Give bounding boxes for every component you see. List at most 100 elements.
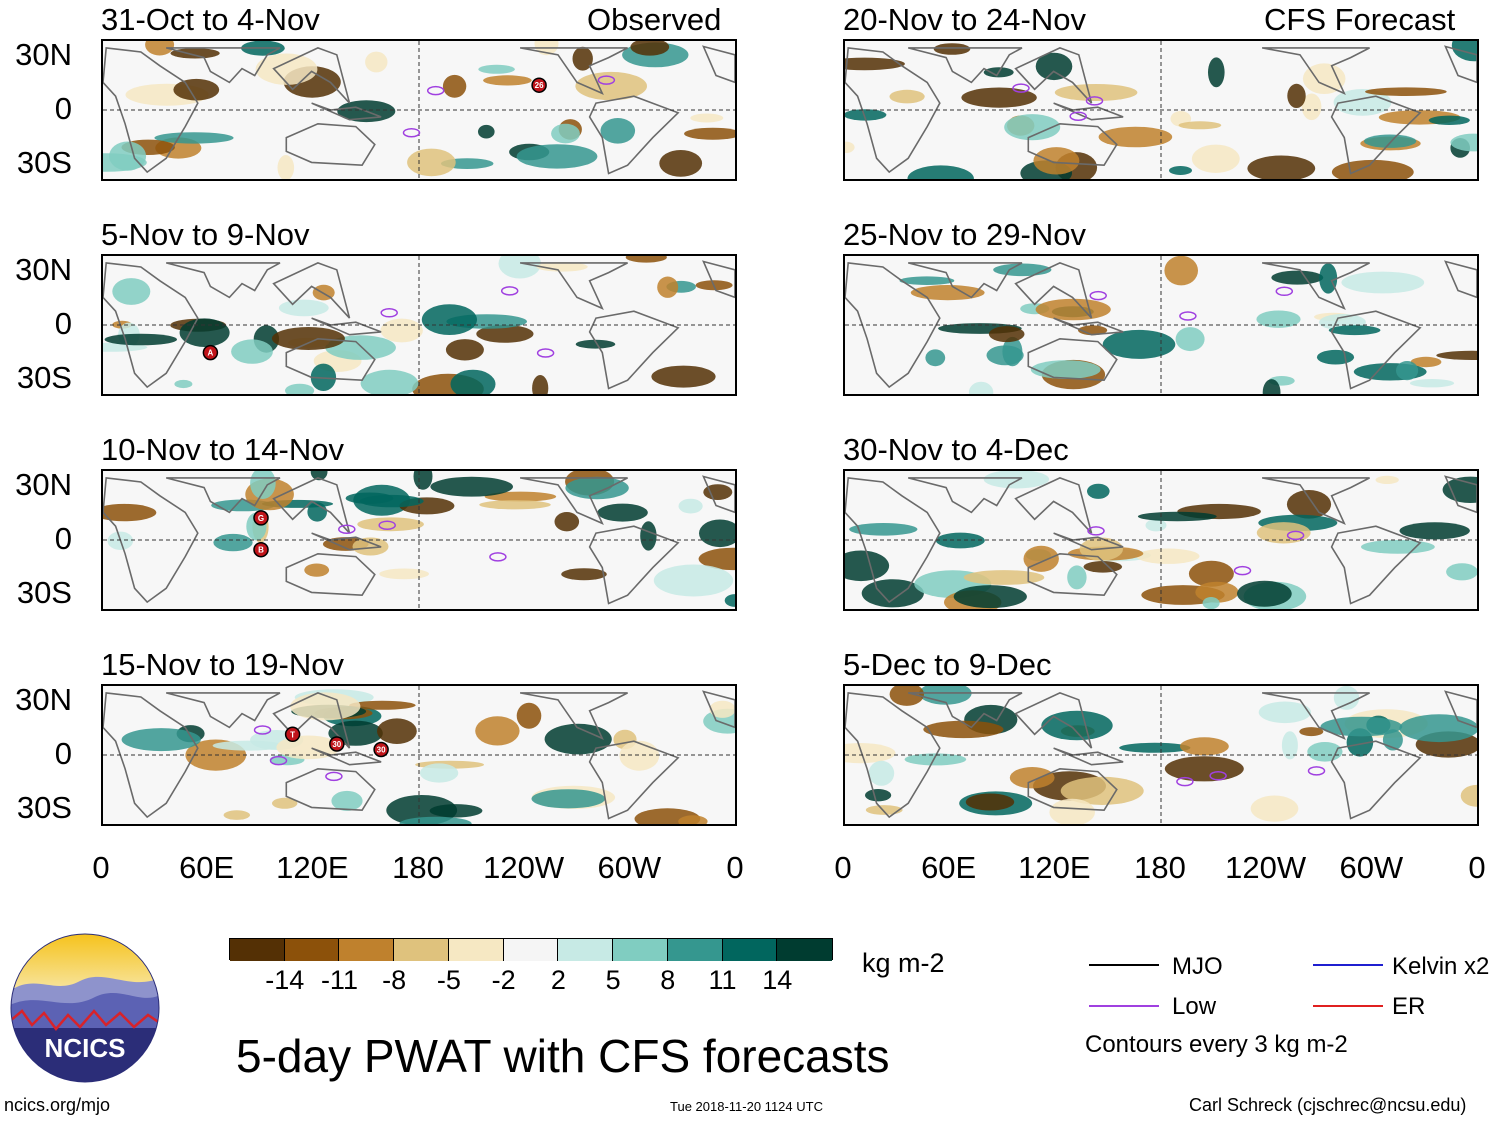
pwat-anomaly-blob: [430, 476, 513, 497]
low-contour: [1176, 776, 1194, 787]
coastline: [588, 310, 680, 390]
pwat-anomaly-blob: [659, 150, 703, 177]
pwat-anomaly-blob: [907, 165, 974, 179]
coastline: [1444, 690, 1477, 729]
coastline: [1053, 102, 1124, 121]
pwat-anomaly-blob: [1364, 134, 1417, 148]
coastline: [103, 262, 199, 389]
storm-marker: 30: [329, 736, 345, 752]
storm-marker-label: T: [290, 730, 295, 739]
pwat-anomaly-blob: [630, 41, 670, 56]
x-axis-label: 60E: [179, 850, 235, 885]
pwat-anomaly-blob: [1262, 379, 1281, 394]
pwat-anomaly-blob: [1060, 776, 1144, 805]
panel-title-5: 25-Nov to 29-Nov: [843, 217, 1086, 252]
observed-label: Observed: [587, 2, 722, 37]
pwat-anomaly-blob: [1067, 565, 1087, 590]
pwat-anomaly-blob: [1256, 522, 1311, 544]
x-axis-label: 120W: [483, 850, 565, 885]
pwat-anomaly-blob: [310, 471, 328, 481]
pwat-anomaly-blob: [360, 369, 419, 394]
low-contour: [338, 524, 356, 534]
coastline: [311, 102, 382, 121]
pwat-anomaly-blob: [154, 132, 234, 144]
storm-marker: G: [253, 510, 269, 526]
colorbar-tick: -11: [320, 965, 358, 995]
x-axis-label: 0: [834, 850, 852, 885]
pwat-anomaly-blob: [1396, 361, 1419, 381]
coastline: [1014, 262, 1093, 319]
low-contour: [1085, 96, 1104, 106]
pwat-anomaly-blob: [1054, 84, 1138, 101]
coastline: [272, 262, 351, 319]
coastline: [845, 262, 941, 389]
storm-marker-label: B: [258, 546, 264, 555]
x-axis-label: 120W: [1225, 850, 1307, 885]
pwat-anomaly-blob: [516, 144, 598, 169]
x-axis-label: 0: [1468, 850, 1486, 885]
coastline: [166, 692, 281, 729]
pwat-anomaly-blob: [1375, 475, 1399, 484]
storm-marker: A: [202, 344, 219, 361]
map-panel-1: A: [101, 254, 737, 396]
legend-label-mjo: MJO: [1172, 953, 1223, 980]
pwat-anomaly-blob: [1191, 144, 1240, 173]
pwat-anomaly-blob: [600, 118, 636, 144]
pwat-field: [845, 471, 1477, 609]
coastline: [1027, 122, 1118, 167]
pwat-anomaly-blob: [1237, 580, 1292, 607]
colorbar-tick: 11: [708, 965, 737, 995]
low-contour: [1209, 771, 1227, 781]
pwat-anomaly-blob: [1436, 350, 1477, 360]
pwat-anomaly-blob: [1033, 147, 1080, 175]
low-contour: [489, 552, 507, 562]
timestamp: Tue 2018-11-20 1124 UTC: [670, 1099, 823, 1114]
storm-marker: 30: [373, 741, 389, 758]
pwat-anomaly-blob: [709, 700, 735, 718]
pwat-anomaly-blob: [1365, 87, 1447, 96]
pwat-anomaly-blob: [352, 537, 389, 556]
coastline: [1014, 47, 1093, 104]
legend-line-low: [1089, 1005, 1159, 1007]
coastline: [1027, 337, 1118, 382]
coastline: [103, 47, 199, 174]
pwat-anomaly-blob: [865, 805, 903, 815]
coastline: [1444, 45, 1477, 84]
pwat-anomaly-blob: [1287, 83, 1306, 108]
x-axis-label: 60W: [597, 850, 662, 885]
x-axis-label: 60W: [1339, 850, 1404, 885]
pwat-anomaly-blob: [988, 326, 1025, 343]
x-axis-label: 120E: [276, 850, 349, 885]
coastline: [1330, 740, 1422, 820]
pwat-anomaly-blob: [1301, 93, 1322, 121]
pwat-anomaly-blob: [479, 500, 551, 510]
colorbar-swatch: [558, 939, 614, 961]
pwat-field: [845, 686, 1477, 824]
pwat-anomaly-blob: [986, 345, 1024, 366]
coastline: [311, 532, 382, 551]
pwat-anomaly-blob: [690, 113, 724, 123]
site-url[interactable]: ncics.org/mjo: [4, 1095, 111, 1115]
legend-label-low: Low: [1172, 993, 1217, 1020]
coastline: [311, 747, 382, 766]
y-axis-label: 0: [54, 306, 72, 341]
low-contour: [402, 127, 421, 138]
y-axis-label: 30S: [16, 360, 72, 395]
coastline: [1053, 317, 1124, 336]
pwat-anomaly-blob: [145, 41, 175, 56]
coastline: [1014, 477, 1093, 534]
coastline: [1330, 525, 1422, 605]
pwat-anomaly-blob: [1009, 767, 1055, 789]
pwat-anomaly-blob: [619, 740, 660, 771]
pwat-anomaly-blob: [380, 318, 423, 343]
pwat-anomaly-blob: [845, 550, 890, 582]
y-axis-label: 30N: [15, 467, 72, 502]
pwat-anomaly-blob: [1136, 548, 1200, 564]
coastline: [103, 692, 199, 819]
low-contour: [1087, 526, 1105, 536]
colorbar-swatch: [503, 939, 559, 961]
colorbar-swatch: [394, 939, 449, 961]
pwat-anomaly-blob: [1195, 581, 1239, 603]
coastline: [166, 262, 281, 299]
pwat-anomaly-blob: [516, 702, 542, 729]
